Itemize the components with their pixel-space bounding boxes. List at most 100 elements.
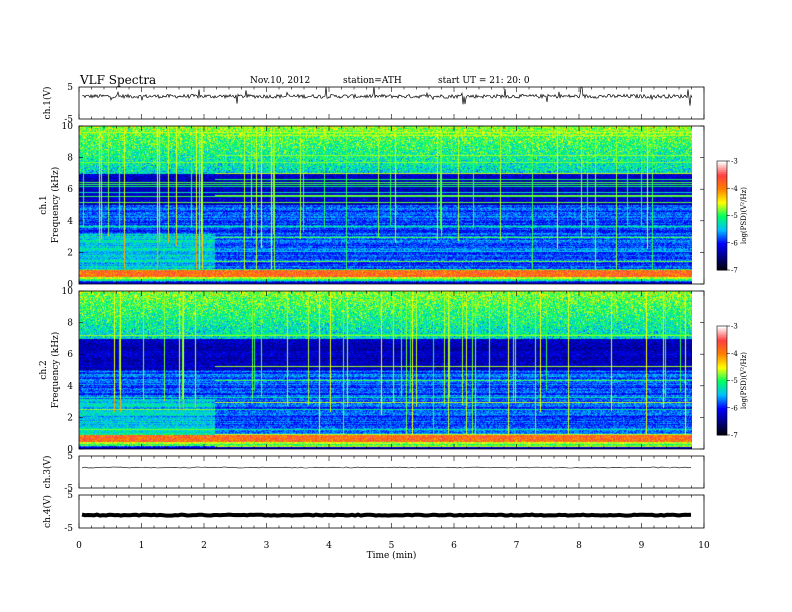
colorbar-segment <box>717 378 727 381</box>
y-tick-label: 5 <box>67 491 73 501</box>
colorbar-segment <box>717 380 727 383</box>
colorbar-tick-label: -5 <box>731 377 738 385</box>
colorbar-tick-label: -4 <box>731 350 738 358</box>
colorbar-segment <box>717 188 727 191</box>
colorbar-segment <box>717 409 727 412</box>
y-axis-channel-label: ch.1 <box>39 195 49 214</box>
colorbar-segment <box>717 264 727 267</box>
colorbar-segment <box>717 358 727 362</box>
x-tick-label: 1 <box>139 541 145 551</box>
colorbar-segment <box>717 384 727 387</box>
y-tick-label: -5 <box>64 115 73 125</box>
colorbar-segment <box>717 179 727 182</box>
colorbar-segment <box>717 259 727 262</box>
y-axis-frequency-label: Frequency (kHz) <box>50 332 61 409</box>
y-tick-label: 6 <box>67 185 73 195</box>
ch2-colorbar: -3 -4 -5 -6 -7 log(PSD)(V²/Hz) <box>716 323 748 440</box>
ch1-trace <box>81 86 693 106</box>
y-tick-label: 10 <box>62 287 74 297</box>
colorbar-segment <box>717 200 727 204</box>
colorbar-segment <box>717 182 727 186</box>
colorbar-segment <box>717 233 727 236</box>
station-label: station=ATH <box>343 76 402 86</box>
colorbar-segment <box>717 208 727 211</box>
colorbar-segment <box>717 344 727 347</box>
y-tick-label: 8 <box>67 319 73 329</box>
colorbar-segment <box>717 376 727 380</box>
colorbar-segment <box>717 237 727 240</box>
y-axis-label: ch.4(V) <box>42 495 53 528</box>
colorbar-segment <box>717 177 727 180</box>
x-tick-label: 4 <box>326 541 332 551</box>
ch1-waveform-panel: 5 -5 ch.1(V) <box>42 83 705 125</box>
ch1-colorbar: -3 -4 -5 -6 -7 log(PSD)(V²/Hz) <box>716 158 748 275</box>
colorbar-segment <box>717 422 727 425</box>
colorbar-segment <box>717 331 727 334</box>
x-tick-label: 9 <box>639 541 645 551</box>
colorbar-segment <box>717 219 727 222</box>
colorbar-segment <box>717 347 727 351</box>
colorbar-segment <box>717 424 727 427</box>
colorbar-segment <box>717 431 727 434</box>
colorbar-segment <box>717 213 727 216</box>
spectrogram-image-ch.1 <box>79 126 692 284</box>
colorbar-segment <box>717 327 727 331</box>
colorbar-segment <box>717 336 727 340</box>
x-tick-label: 2 <box>201 541 207 551</box>
colorbar-segment <box>717 255 727 258</box>
colorbar-segment <box>717 405 727 409</box>
y-tick-label: 0 <box>67 445 73 455</box>
y-axis-channel-label: ch.2 <box>39 360 49 379</box>
y-axis-frequency-label: Frequency (kHz) <box>50 167 61 244</box>
colorbar-segment <box>717 402 727 405</box>
x-axis-label: Time (min) <box>367 550 417 561</box>
ch2-spectrogram-panel: 0 2 4 6 8 10 ch.2 Frequency (kHz) <box>39 287 705 455</box>
y-tick-label: 10 <box>62 122 74 132</box>
colorbar-segment <box>717 338 727 342</box>
colorbar-tick-label: -7 <box>731 432 738 440</box>
colorbar-tick-label: -6 <box>731 239 738 247</box>
colorbar-segment <box>717 257 727 260</box>
colorbar-segment <box>717 228 727 231</box>
colorbar-segment <box>717 371 727 374</box>
y-tick-label: 8 <box>67 154 73 164</box>
colorbar-segment <box>717 268 727 271</box>
colorbar-segment <box>717 161 727 164</box>
colorbar-segment <box>717 425 727 429</box>
colorbar-segment <box>717 365 727 369</box>
colorbar-segment <box>717 210 727 213</box>
colorbar-segment <box>717 248 727 251</box>
colorbar-segment <box>717 239 727 242</box>
colorbar-segment <box>717 429 727 432</box>
colorbar-segment <box>717 191 727 195</box>
colorbar-tick-label: -3 <box>731 323 738 331</box>
y-tick-label: 4 <box>67 382 73 392</box>
ch3-trace <box>81 466 692 469</box>
y-axis-label: ch.3(V) <box>42 456 53 489</box>
colorbar-segment <box>717 413 727 416</box>
colorbar-segment <box>717 244 727 247</box>
colorbar-segment <box>717 260 727 264</box>
colorbar-segment <box>717 416 727 420</box>
colorbar-segment <box>717 175 727 178</box>
colorbar-segment <box>717 231 727 235</box>
x-tick-label: 5 <box>389 541 395 551</box>
colorbar-tick-label: -4 <box>731 185 738 193</box>
x-tick-label: 0 <box>76 541 82 551</box>
ch4-waveform-panel: 5 -5 ch.4(V) <box>42 491 705 534</box>
colorbar-segment <box>717 204 727 207</box>
ch1-spectrogram-panel: 0 2 4 6 8 10 ch.1 Frequency (kHz) <box>39 122 705 290</box>
colorbar-segment <box>717 253 727 256</box>
colorbar-segment <box>717 400 727 403</box>
colorbar-segment <box>717 326 727 329</box>
colorbar-tick-label: -6 <box>731 404 738 412</box>
colorbar-segment <box>717 391 727 394</box>
colorbar-segment <box>717 173 727 177</box>
colorbar-segment <box>717 235 727 238</box>
colorbar-segment <box>717 168 727 171</box>
x-tick-label: 8 <box>576 541 582 551</box>
colorbar-segment <box>717 199 727 202</box>
ch4-trace <box>81 512 692 518</box>
colorbar-segment <box>717 262 727 266</box>
